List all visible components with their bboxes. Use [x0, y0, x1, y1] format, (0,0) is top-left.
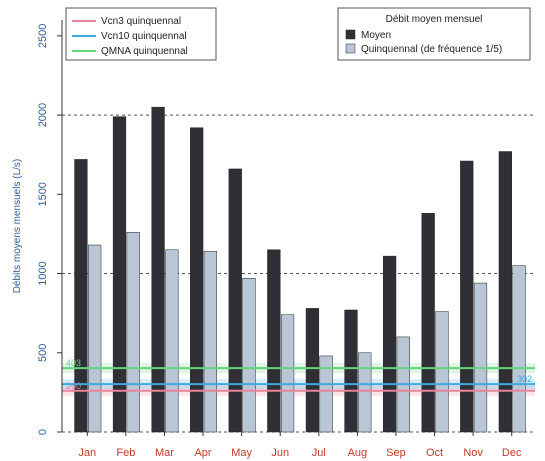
bar-quinquennal-mar — [165, 249, 179, 433]
bar-quinquennal-jul — [319, 355, 333, 433]
x-tick-label: Aug — [348, 447, 368, 459]
reference-line-label: 302 — [517, 374, 532, 384]
bar-moyen-jan — [74, 159, 88, 433]
bar-moyen-nov — [460, 160, 474, 433]
x-tick-label: Sep — [386, 447, 406, 459]
bar-moyen-mar — [151, 106, 165, 433]
bar-moyen-dec — [498, 151, 512, 433]
legend-left: Vcn3 quinquennal Vcn10 quinquennal QMNA … — [65, 7, 217, 61]
bar-moyen-feb — [112, 116, 127, 433]
bar-moyen-oct — [421, 213, 435, 433]
bar-moyen-jun — [267, 249, 281, 433]
bar-moyen-may — [228, 168, 242, 433]
x-tick-label: Jul — [312, 447, 326, 459]
x-tick-label: Nov — [463, 447, 483, 459]
legend-label-vcn10: Vcn10 quinquennal — [101, 31, 187, 42]
bar-layer — [74, 106, 526, 433]
bar-moyen-apr — [190, 127, 204, 433]
bar-quinquennal-apr — [203, 251, 218, 433]
bar-quinquennal-jun — [280, 314, 295, 433]
y-tick-label: 2000 — [37, 103, 49, 127]
axis-layer: 0 500 1000 1500 2000 2500 Jan Feb Mar Apr May Jun Ju… — [37, 20, 522, 459]
bar-quinquennal-jan — [88, 244, 102, 433]
x-tick-label: Jan — [78, 447, 96, 459]
bar-moyen-jul — [305, 308, 320, 433]
legend-label-quinquennal: Quinquennal (de fréquence 1/5) — [361, 44, 502, 55]
x-tick-label: Jun — [271, 447, 289, 459]
x-tick-label: Oct — [426, 447, 443, 459]
bar-quinquennal-dec — [512, 265, 526, 433]
bar-moyen-aug — [344, 309, 358, 433]
grid-layer — [62, 114, 535, 433]
bar-quinquennal-aug — [358, 352, 372, 433]
legend-swatch-quinquennal — [345, 43, 356, 54]
legend-label-qmna: QMNA quinquennal — [101, 46, 188, 57]
bar-quinquennal-may — [242, 278, 256, 433]
bar-moyen-sep — [382, 255, 397, 433]
bar-quinquennal-nov — [473, 282, 488, 433]
legend-right-box — [337, 7, 531, 61]
y-axis-label: Débits moyens mensuels (L/s) — [12, 159, 23, 294]
legend-right-title: Débit moyen mensuel — [386, 14, 483, 25]
x-tick-label: Mar — [155, 447, 174, 459]
x-tick-label: May — [231, 447, 252, 459]
x-tick-label: Dec — [502, 447, 522, 459]
legend-swatch-moyen — [345, 29, 356, 40]
y-tick-label: 2500 — [37, 24, 49, 48]
legend-label-moyen: Moyen — [361, 30, 391, 41]
y-tick-label: 1500 — [37, 182, 49, 206]
y-tick-label: 500 — [37, 344, 49, 362]
reference-line-layer: 260 302 403 — [62, 358, 535, 392]
y-tick-label: 1000 — [37, 261, 49, 285]
legend-right: Débit moyen mensuel Moyen Quinquennal (d… — [337, 7, 531, 61]
legend-label-vcn3: Vcn3 quinquennal — [101, 16, 181, 27]
x-tick-label: Apr — [194, 447, 211, 459]
y-tick-label: 0 — [37, 429, 49, 435]
bar-quinquennal-feb — [126, 232, 140, 433]
bar-quinquennal-oct — [435, 311, 449, 433]
reference-line-label: 260 — [66, 381, 81, 391]
reference-line-label: 403 — [66, 358, 81, 368]
x-tick-label: Feb — [116, 447, 135, 459]
